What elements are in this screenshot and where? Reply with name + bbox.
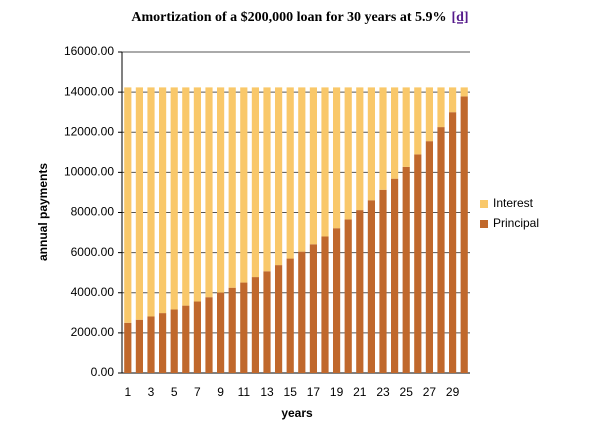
legend-label: Interest <box>493 196 534 210</box>
bar-segment <box>124 322 132 373</box>
bar-segment <box>367 87 375 201</box>
bar-segment <box>228 87 236 288</box>
bar-segment <box>449 112 457 373</box>
bar-segment <box>228 287 236 373</box>
x-tick-label: 3 <box>148 385 155 399</box>
x-tick-label: 29 <box>446 385 460 399</box>
x-tick-label: 21 <box>353 385 367 399</box>
bar-segment <box>205 297 213 373</box>
x-tick-label: 25 <box>400 385 414 399</box>
bar-segment <box>437 127 445 374</box>
y-tick-label: 8000.00 <box>71 205 115 219</box>
x-tick-label: 27 <box>423 385 437 399</box>
bar-segment <box>135 319 143 373</box>
x-axis-label: years <box>281 406 313 420</box>
bar-segment <box>437 87 445 128</box>
bar-segment <box>321 87 329 237</box>
source-link[interactable]: [d] <box>451 10 468 25</box>
bar-segment <box>356 87 364 211</box>
bar-segment <box>286 87 294 259</box>
x-tick-label: 13 <box>260 385 274 399</box>
x-tick-label: 1 <box>124 385 131 399</box>
bar-segment <box>298 87 306 252</box>
y-tick-label: 4000.00 <box>71 285 115 299</box>
x-tick-label: 15 <box>284 385 298 399</box>
bar-segment <box>251 277 259 373</box>
bar-segment <box>356 210 364 373</box>
bar-segment <box>402 166 410 373</box>
legend-label: Principal <box>493 216 539 230</box>
bar-segment <box>333 228 341 373</box>
bar-segment <box>379 87 387 190</box>
x-tick-label: 11 <box>238 385 251 399</box>
bar-segment <box>425 87 433 142</box>
bar-segment <box>391 178 399 373</box>
bar-segment <box>449 87 457 113</box>
bar-segment <box>298 251 306 373</box>
y-tick-label: 10000.00 <box>64 165 114 179</box>
bar-segment <box>135 87 143 320</box>
y-axis-label: annual payments <box>36 163 50 261</box>
bar-segment <box>159 87 167 314</box>
bar-segment <box>391 87 399 179</box>
bar-segment <box>414 154 422 373</box>
y-tick-label: 12000.00 <box>64 124 114 138</box>
bar-segment <box>240 87 248 283</box>
y-tick-label: 6000.00 <box>71 245 115 259</box>
bar-segment <box>333 87 341 229</box>
bar-segment <box>217 87 225 293</box>
bar-segment <box>344 219 352 373</box>
bar-segment <box>321 236 329 373</box>
bar-segment <box>367 200 375 373</box>
bar-segment <box>309 244 317 373</box>
bar-segment <box>205 87 213 298</box>
y-tick-label: 14000.00 <box>64 84 114 98</box>
bar-segment <box>275 87 283 266</box>
y-tick-label: 16000.00 <box>64 44 114 58</box>
x-tick-label: 9 <box>217 385 224 399</box>
bar-segment <box>263 87 271 272</box>
bar-segment <box>460 96 468 373</box>
bar-segment <box>402 87 410 167</box>
bar-segment <box>414 87 422 155</box>
bar-segment <box>193 87 201 302</box>
bar-segment <box>147 316 155 373</box>
legend-swatch <box>480 220 488 228</box>
bar-segment <box>182 87 190 306</box>
bar-segment <box>309 87 317 245</box>
bar-segment <box>217 292 225 373</box>
bar-segment <box>193 301 201 373</box>
bar-segment <box>251 87 259 278</box>
bar-segment <box>170 309 178 373</box>
bar-segment <box>182 305 190 373</box>
x-tick-label: 7 <box>194 385 201 399</box>
x-tick-label: 17 <box>307 385 321 399</box>
x-tick-label: 5 <box>171 385 178 399</box>
bar-segment <box>240 282 248 373</box>
x-tick-label: 23 <box>376 385 390 399</box>
x-tick-label: 19 <box>330 385 344 399</box>
bar-segment <box>275 265 283 373</box>
bar-segment <box>286 258 294 373</box>
chart-title: Amortization of a $200,000 loan for 30 y… <box>131 10 446 25</box>
bar-segment <box>159 313 167 373</box>
bar-segment <box>147 87 155 317</box>
bar-segment <box>170 87 178 310</box>
bar-segment <box>460 87 468 97</box>
bar-segment <box>263 271 271 373</box>
bar-segment <box>124 87 132 323</box>
bar-segment <box>425 141 433 373</box>
bar-segment <box>344 87 352 220</box>
bar-segment <box>379 189 387 373</box>
legend-swatch <box>480 200 488 208</box>
y-tick-label: 0.00 <box>91 365 115 379</box>
y-tick-label: 2000.00 <box>71 325 115 339</box>
